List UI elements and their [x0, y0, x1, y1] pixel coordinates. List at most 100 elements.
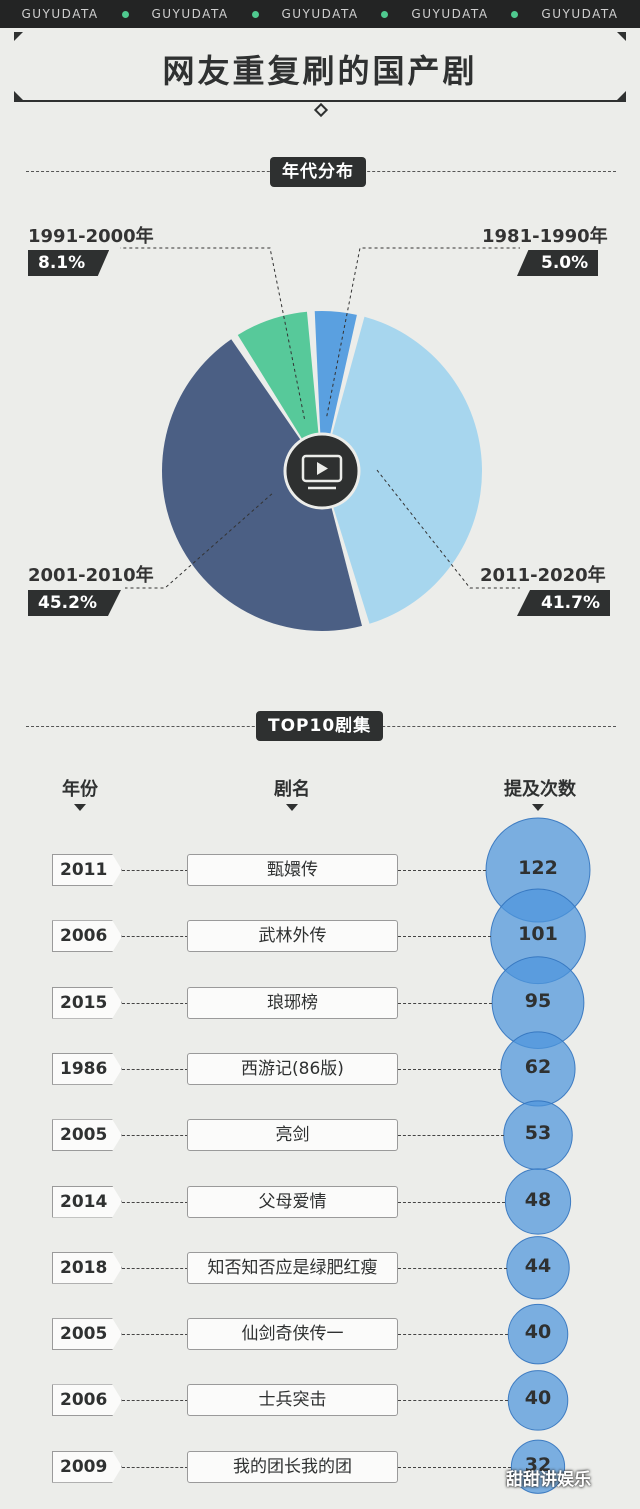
col-header-name: 剧名 [274, 779, 310, 800]
pie-label-1981: 1981-1990年 [482, 226, 608, 247]
table-row: 2015 琅琊榜 95 [0, 986, 640, 1021]
row-title: 亮剑 [187, 1119, 398, 1152]
leader-line [125, 493, 273, 589]
row-connector [398, 1068, 501, 1070]
leader-line [376, 469, 520, 589]
row-title: 西游记(86版) [187, 1052, 398, 1085]
row-count: 48 [524, 1188, 552, 1211]
row-title: 琅琊榜 [187, 986, 398, 1019]
brand-text: GUYUDATA [151, 7, 229, 21]
pie-pct-1991: 8.1% [28, 250, 110, 276]
pie-pct-2011: 41.7% [517, 590, 610, 616]
pie-label-1991: 1991-2000年 [28, 226, 154, 247]
row-year: 2014 [52, 1185, 122, 1218]
pie-chart [120, 247, 520, 632]
dot-icon [381, 10, 389, 18]
row-title: 士兵突击 [187, 1384, 398, 1417]
row-year: 2006 [52, 1384, 122, 1417]
table-row: 1986 西游记(86版) 62 [0, 1052, 640, 1087]
corner-icon [617, 32, 626, 41]
pie-label-2011: 2011-2020年 [480, 565, 606, 586]
row-connector [398, 1135, 504, 1137]
table-row: 2018 知否知否应是绿肥红瘦 44 [0, 1251, 640, 1286]
table-row: 2005 仙剑奇侠传一 40 [0, 1318, 640, 1352]
row-connector [398, 936, 491, 938]
row-connector [122, 1466, 188, 1468]
diamond-ornament [313, 102, 329, 118]
tv-icon [283, 432, 361, 510]
table-row: 2006 士兵突击 40 [0, 1384, 640, 1418]
row-connector [122, 1400, 188, 1402]
row-connector [398, 1400, 509, 1402]
pie-slice [322, 316, 483, 624]
row-title: 武林外传 [187, 920, 398, 953]
row-connector [398, 1201, 506, 1203]
row-year: 2006 [52, 920, 122, 953]
pie-label-2001: 2001-2010年 [28, 565, 154, 586]
row-connector [122, 1334, 188, 1336]
row-year: 2005 [52, 1318, 122, 1351]
row-connector [122, 936, 188, 938]
brand-text: GUYUDATA [411, 7, 489, 21]
corner-icon [617, 91, 626, 100]
row-connector [398, 1002, 493, 1004]
row-title: 父母爱情 [187, 1185, 398, 1218]
row-title: 仙剑奇侠传一 [187, 1318, 398, 1351]
row-year: 2011 [52, 854, 122, 886]
row-count: 53 [524, 1122, 552, 1145]
row-count: 44 [524, 1254, 552, 1277]
leader-line [326, 247, 520, 417]
table-row: 2011 甄嬛传 122 [0, 854, 640, 888]
row-count: 40 [524, 1321, 552, 1344]
row-title: 知否知否应是绿肥红瘦 [187, 1251, 398, 1284]
row-connector [398, 1466, 512, 1468]
row-connector [122, 870, 188, 871]
diamond-icon [313, 102, 329, 118]
row-connector [398, 870, 486, 871]
row-title: 甄嬛传 [187, 854, 398, 886]
table-row: 2005 亮剑 53 [0, 1119, 640, 1153]
section-title-era: 年代分布 [270, 157, 366, 187]
row-year: 2009 [52, 1450, 122, 1483]
pie-slice [161, 339, 363, 632]
chevron-down-icon [74, 804, 86, 811]
table-row: 2014 父母爱情 48 [0, 1185, 640, 1220]
brand-bar: GUYUDATA GUYUDATA GUYUDATA GUYUDATA GUYU… [0, 0, 640, 28]
row-count: 101 [518, 923, 558, 946]
table-row: 2006 武林外传 101 [0, 920, 640, 954]
pie-slice [237, 311, 322, 471]
row-year: 1986 [52, 1052, 122, 1085]
watermark: 甜甜讲娱乐 [506, 1470, 591, 1490]
row-connector [122, 1201, 188, 1203]
title-frame: 网友重复刷的国产剧 [14, 32, 626, 102]
col-header-count: 提及次数 [504, 779, 576, 800]
pie-pct-1981: 5.0% [517, 250, 599, 276]
pie-slice [314, 311, 357, 471]
row-year: 2005 [52, 1119, 122, 1152]
brand-text: GUYUDATA [541, 7, 619, 21]
chevron-down-icon [286, 804, 298, 811]
col-header-year: 年份 [62, 779, 98, 800]
row-year: 2015 [52, 986, 122, 1019]
table-row: 2009 我的团长我的团 32 [0, 1450, 640, 1485]
row-count: 62 [524, 1055, 552, 1078]
row-count: 95 [524, 989, 552, 1012]
row-connector [122, 1135, 188, 1137]
row-title: 我的团长我的团 [187, 1450, 398, 1483]
row-year: 2018 [52, 1251, 122, 1284]
row-connector [398, 1334, 509, 1336]
row-connector [122, 1267, 188, 1269]
row-count: 32 [524, 1453, 552, 1476]
brand-text: GUYUDATA [281, 7, 359, 21]
page-title: 网友重复刷的国产剧 [162, 52, 478, 90]
chevron-down-icon [532, 804, 544, 811]
dot-icon [121, 10, 129, 18]
row-count: 122 [518, 857, 558, 879]
corner-icon [14, 91, 23, 100]
row-connector [122, 1068, 188, 1070]
dot-icon [511, 10, 519, 18]
row-connector [398, 1267, 507, 1269]
row-connector [122, 1002, 188, 1004]
pie-pct-2001: 45.2% [28, 590, 121, 616]
section-title-top10: TOP10剧集 [256, 711, 384, 741]
